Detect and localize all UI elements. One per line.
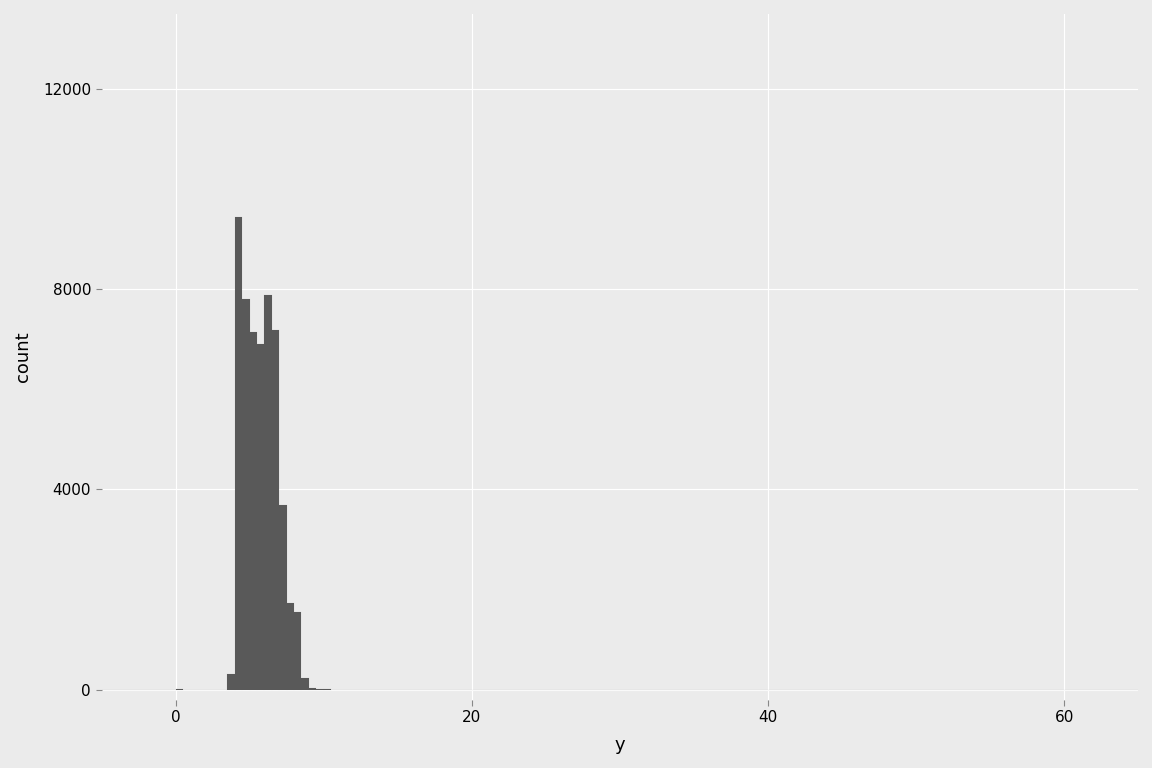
Bar (294, 612, 302, 690)
Bar (250, 332, 257, 690)
Bar (309, 688, 317, 690)
Bar (279, 505, 287, 690)
Bar (302, 678, 309, 690)
Bar (287, 603, 294, 690)
Bar (257, 344, 265, 690)
Bar (235, 217, 242, 690)
Y-axis label: count: count (14, 332, 32, 382)
Bar (265, 295, 272, 690)
Bar (227, 674, 235, 690)
X-axis label: y: y (614, 736, 626, 754)
Bar (242, 300, 250, 690)
Bar (272, 330, 279, 690)
